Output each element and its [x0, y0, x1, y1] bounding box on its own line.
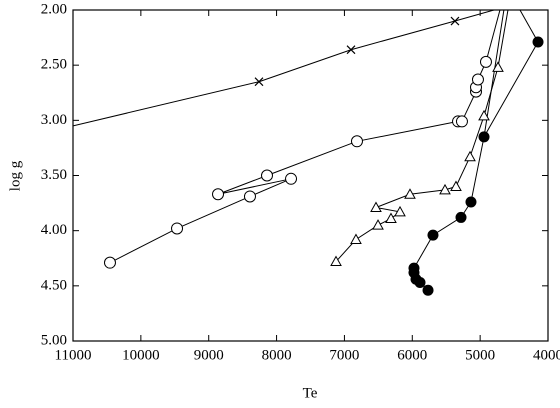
triangle-marker	[478, 109, 490, 121]
x-tick-label: 8000	[262, 347, 292, 363]
cross-marker	[254, 77, 264, 87]
y-tick-label: 5.00	[41, 332, 67, 348]
x-axis-label: Te	[303, 385, 318, 401]
triangle-marker	[372, 219, 384, 230]
circle-marker	[212, 188, 225, 201]
circle-marker	[455, 115, 468, 128]
x-tick-label: 11000	[55, 347, 92, 363]
y-tick-label: 2.00	[41, 1, 67, 17]
cross-marker	[346, 45, 356, 55]
series-line	[483, 10, 505, 137]
triangle-marker	[404, 188, 416, 199]
triangle-marker	[330, 255, 342, 267]
x-tick-label: 6000	[397, 347, 427, 363]
circle-marker	[171, 222, 184, 235]
circle-marker	[103, 256, 116, 269]
triangle-marker	[370, 201, 382, 212]
cross-marker	[450, 16, 460, 26]
triangle-marker	[394, 205, 406, 217]
series-line	[485, 10, 501, 62]
y-tick-label: 2.50	[41, 57, 67, 73]
series-line	[73, 81, 260, 127]
x-tick-label: 9000	[194, 347, 224, 363]
y-tick-label: 4.00	[41, 222, 67, 238]
triangle-marker	[492, 61, 504, 72]
filled-marker	[532, 36, 544, 48]
x-tick-label: 10000	[122, 347, 160, 363]
triangle-marker	[385, 212, 397, 224]
series-line	[497, 10, 509, 68]
circle-marker	[243, 190, 256, 203]
filled-marker	[465, 196, 477, 208]
filled-marker	[478, 131, 490, 143]
triangle-marker	[350, 233, 362, 244]
circle-marker	[285, 172, 298, 185]
series-line	[258, 20, 456, 83]
triangle-marker	[439, 183, 451, 195]
triangle-marker	[464, 150, 476, 162]
y-tick-label: 3.50	[41, 167, 67, 183]
filled-marker	[427, 229, 439, 241]
y-tick-label: 4.50	[41, 277, 67, 293]
series-line	[519, 10, 539, 43]
circle-marker	[350, 135, 363, 148]
lines	[73, 10, 539, 291]
filled-marker	[422, 284, 434, 296]
circle-marker	[471, 73, 484, 86]
markers	[103, 16, 544, 296]
x-tick-label: 5000	[465, 347, 495, 363]
filled-marker	[414, 277, 426, 289]
y-tick-label: 3.00	[41, 112, 67, 128]
x-tick-label: 4000	[533, 347, 560, 363]
series-line	[454, 10, 495, 22]
y-axis-label: log g	[7, 160, 23, 191]
circle-marker	[261, 169, 274, 182]
filled-marker	[455, 211, 467, 223]
triangle-marker	[450, 180, 462, 192]
circle-marker	[479, 55, 492, 68]
x-tick-label: 7000	[329, 347, 359, 363]
